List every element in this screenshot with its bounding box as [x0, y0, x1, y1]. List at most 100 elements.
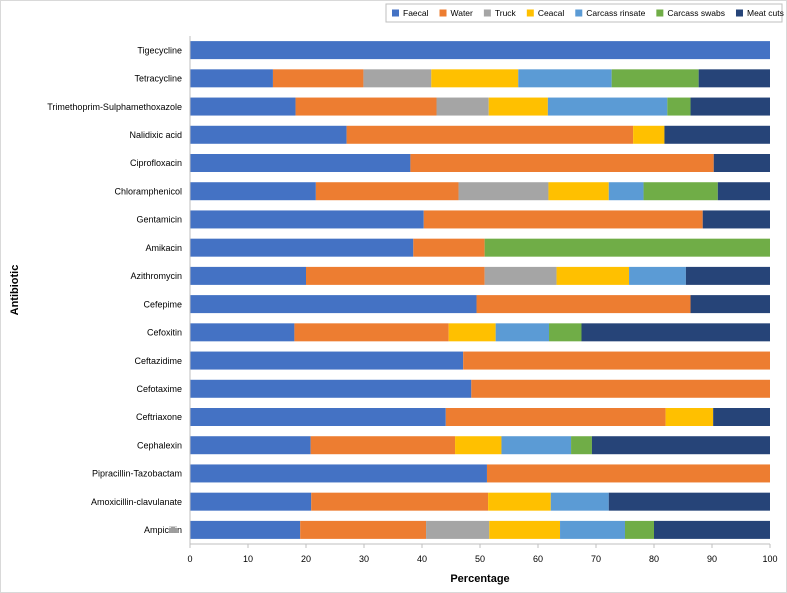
bar-segment-water [445, 408, 666, 426]
bar-segment-ceacal [548, 182, 609, 201]
bar-segment-faecal [190, 97, 296, 116]
bar-segment-carcass-rinsate [560, 520, 625, 539]
bar-segment-ceacal [665, 408, 714, 426]
x-tick-label: 0 [187, 554, 192, 564]
bar-segment-water [463, 351, 770, 370]
legend-swatch-meat-cuts [735, 9, 743, 17]
bar-segment-meat-cuts [591, 436, 770, 455]
bar-segment-truck [484, 266, 557, 285]
x-tick-label: 100 [762, 554, 777, 564]
bars-layer [190, 41, 770, 539]
bar-segment-meat-cuts [702, 210, 770, 229]
x-tick-label: 70 [591, 554, 601, 564]
bar-segment-carcass-swabs [549, 323, 582, 342]
bar-segment-carcass-rinsate [547, 97, 668, 116]
category-label: Ceftriaxone [136, 412, 182, 422]
category-label: Chloramphenicol [114, 186, 182, 196]
legend-label: Meat cuts [747, 8, 784, 18]
legend-swatch-ceacal [526, 9, 534, 17]
bar-segment-carcass-rinsate [608, 182, 644, 201]
category-label: Cefotaxime [136, 384, 182, 394]
legend-swatch-faecal [392, 9, 399, 17]
category-label: Ciprofloxacin [130, 158, 182, 168]
bar-segment-faecal [190, 125, 347, 144]
category-label: Azithromycin [130, 271, 182, 281]
bar-segment-faecal [190, 238, 414, 257]
legend-label: Truck [495, 8, 517, 18]
bar-segment-faecal [190, 436, 311, 455]
category-label: Ampicillin [144, 525, 182, 535]
bar-segment-ceacal [448, 323, 496, 342]
bar-segment-meat-cuts [608, 492, 770, 511]
legend-label: Faecal [403, 8, 429, 18]
legend-swatch-truck [483, 9, 491, 17]
category-label: Tigecycline [137, 45, 182, 55]
bar-segment-meat-cuts [581, 323, 770, 342]
bar-segment-water [423, 210, 703, 229]
category-label: Gentamicin [136, 215, 182, 225]
category-label: Cefoxitin [147, 328, 182, 338]
bar-segment-ceacal [431, 69, 519, 88]
bar-segment-faecal [190, 210, 424, 229]
x-tick-label: 40 [417, 554, 427, 564]
bar-segment-carcass-rinsate [501, 436, 572, 455]
legend-swatch-carcass-rinsate [575, 9, 583, 17]
bar-segment-carcass-swabs [571, 436, 592, 455]
bar-segment-faecal [190, 379, 472, 398]
bar-segment-meat-cuts [690, 97, 770, 116]
category-label: Pipracillin-Tazobactam [92, 469, 182, 479]
bar-segment-ceacal [489, 520, 561, 539]
bar-segment-faecal [190, 295, 477, 314]
bar-segment-truck [436, 97, 489, 116]
bar-segment-meat-cuts [713, 154, 770, 172]
bar-segment-water [300, 520, 427, 539]
category-label: Cefepime [143, 299, 182, 309]
bar-segment-water [486, 464, 770, 483]
bar-segment-meat-cuts [690, 295, 770, 314]
x-tick-label: 50 [475, 554, 485, 564]
category-label: Amoxicillin-clavulanate [91, 497, 182, 507]
bar-segment-ceacal [488, 492, 551, 511]
bar-segment-faecal [190, 492, 312, 511]
bar-segment-water [310, 436, 456, 455]
bar-segment-water [413, 238, 485, 257]
bar-segment-meat-cuts [685, 266, 770, 285]
bar-segment-ceacal [488, 97, 548, 116]
x-tick-label: 60 [533, 554, 543, 564]
category-label: Amikacin [145, 243, 182, 253]
bar-segment-faecal [190, 323, 295, 342]
category-label: Tetracycline [134, 74, 182, 84]
legend-swatch-water [439, 9, 447, 17]
bar-segment-water [315, 182, 459, 201]
bar-segment-ceacal [556, 266, 630, 285]
bar-segment-water [306, 266, 485, 285]
bar-segment-carcass-swabs [667, 97, 691, 116]
bar-segment-carcass-rinsate [518, 69, 612, 88]
bar-segment-meat-cuts [717, 182, 770, 201]
x-tick-label: 30 [359, 554, 369, 564]
bar-segment-water [294, 323, 449, 342]
bar-segment-faecal [190, 266, 306, 285]
x-tick-label: 90 [707, 554, 717, 564]
legend-label: Water [451, 8, 474, 18]
bar-segment-water [295, 97, 437, 116]
bar-segment-ceacal [633, 125, 665, 144]
bar-segment-truck [426, 520, 490, 539]
bar-segment-faecal [190, 69, 273, 88]
bar-segment-meat-cuts [654, 520, 770, 539]
bar-segment-water [272, 69, 364, 88]
bar-segment-ceacal [455, 436, 502, 455]
bar-segment-truck [458, 182, 549, 201]
bar-segment-faecal [190, 182, 316, 201]
bar-segment-carcass-swabs [625, 520, 654, 539]
bar-segment-meat-cuts [664, 125, 770, 144]
legend: Faecal Water Truck Ceacal Carcass rinsate Car… [385, 3, 784, 23]
bar-segment-faecal [190, 464, 487, 483]
x-tick-label: 10 [243, 554, 253, 564]
category-labels: Tigecycline Tetracycline Trimethoprim-Sulp… [47, 45, 182, 535]
bar-segment-carcass-swabs [643, 182, 718, 201]
x-tick-label: 20 [301, 554, 311, 564]
legend-swatch-carcass-swabs [656, 9, 664, 17]
bar-segment-water [471, 379, 770, 398]
